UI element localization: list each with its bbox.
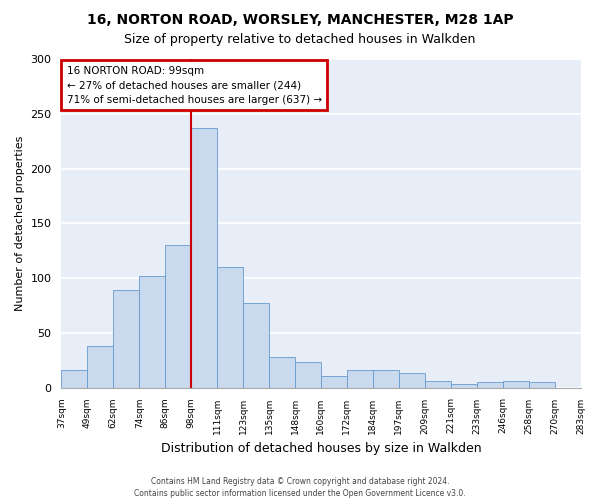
Bar xyxy=(191,128,217,388)
Bar xyxy=(139,276,165,388)
Y-axis label: Number of detached properties: Number of detached properties xyxy=(15,136,25,311)
Bar xyxy=(347,370,373,388)
Bar xyxy=(476,382,503,388)
X-axis label: Distribution of detached houses by size in Walkden: Distribution of detached houses by size … xyxy=(161,442,481,455)
Text: 16 NORTON ROAD: 99sqm
← 27% of detached houses are smaller (244)
71% of semi-det: 16 NORTON ROAD: 99sqm ← 27% of detached … xyxy=(67,66,322,105)
Bar xyxy=(321,376,347,388)
Bar xyxy=(243,303,269,388)
Bar xyxy=(373,370,399,388)
Text: Contains HM Land Registry data © Crown copyright and database right 2024.
Contai: Contains HM Land Registry data © Crown c… xyxy=(134,476,466,498)
Bar xyxy=(113,290,139,388)
Bar xyxy=(399,374,425,388)
Bar xyxy=(217,267,243,388)
Bar xyxy=(425,381,451,388)
Bar xyxy=(503,381,529,388)
Bar xyxy=(88,346,113,388)
Bar xyxy=(269,357,295,388)
Bar xyxy=(451,384,476,388)
Bar xyxy=(295,362,321,388)
Bar xyxy=(61,370,88,388)
Text: 16, NORTON ROAD, WORSLEY, MANCHESTER, M28 1AP: 16, NORTON ROAD, WORSLEY, MANCHESTER, M2… xyxy=(86,12,514,26)
Text: Size of property relative to detached houses in Walkden: Size of property relative to detached ho… xyxy=(124,32,476,46)
Bar xyxy=(165,245,191,388)
Bar xyxy=(529,382,554,388)
